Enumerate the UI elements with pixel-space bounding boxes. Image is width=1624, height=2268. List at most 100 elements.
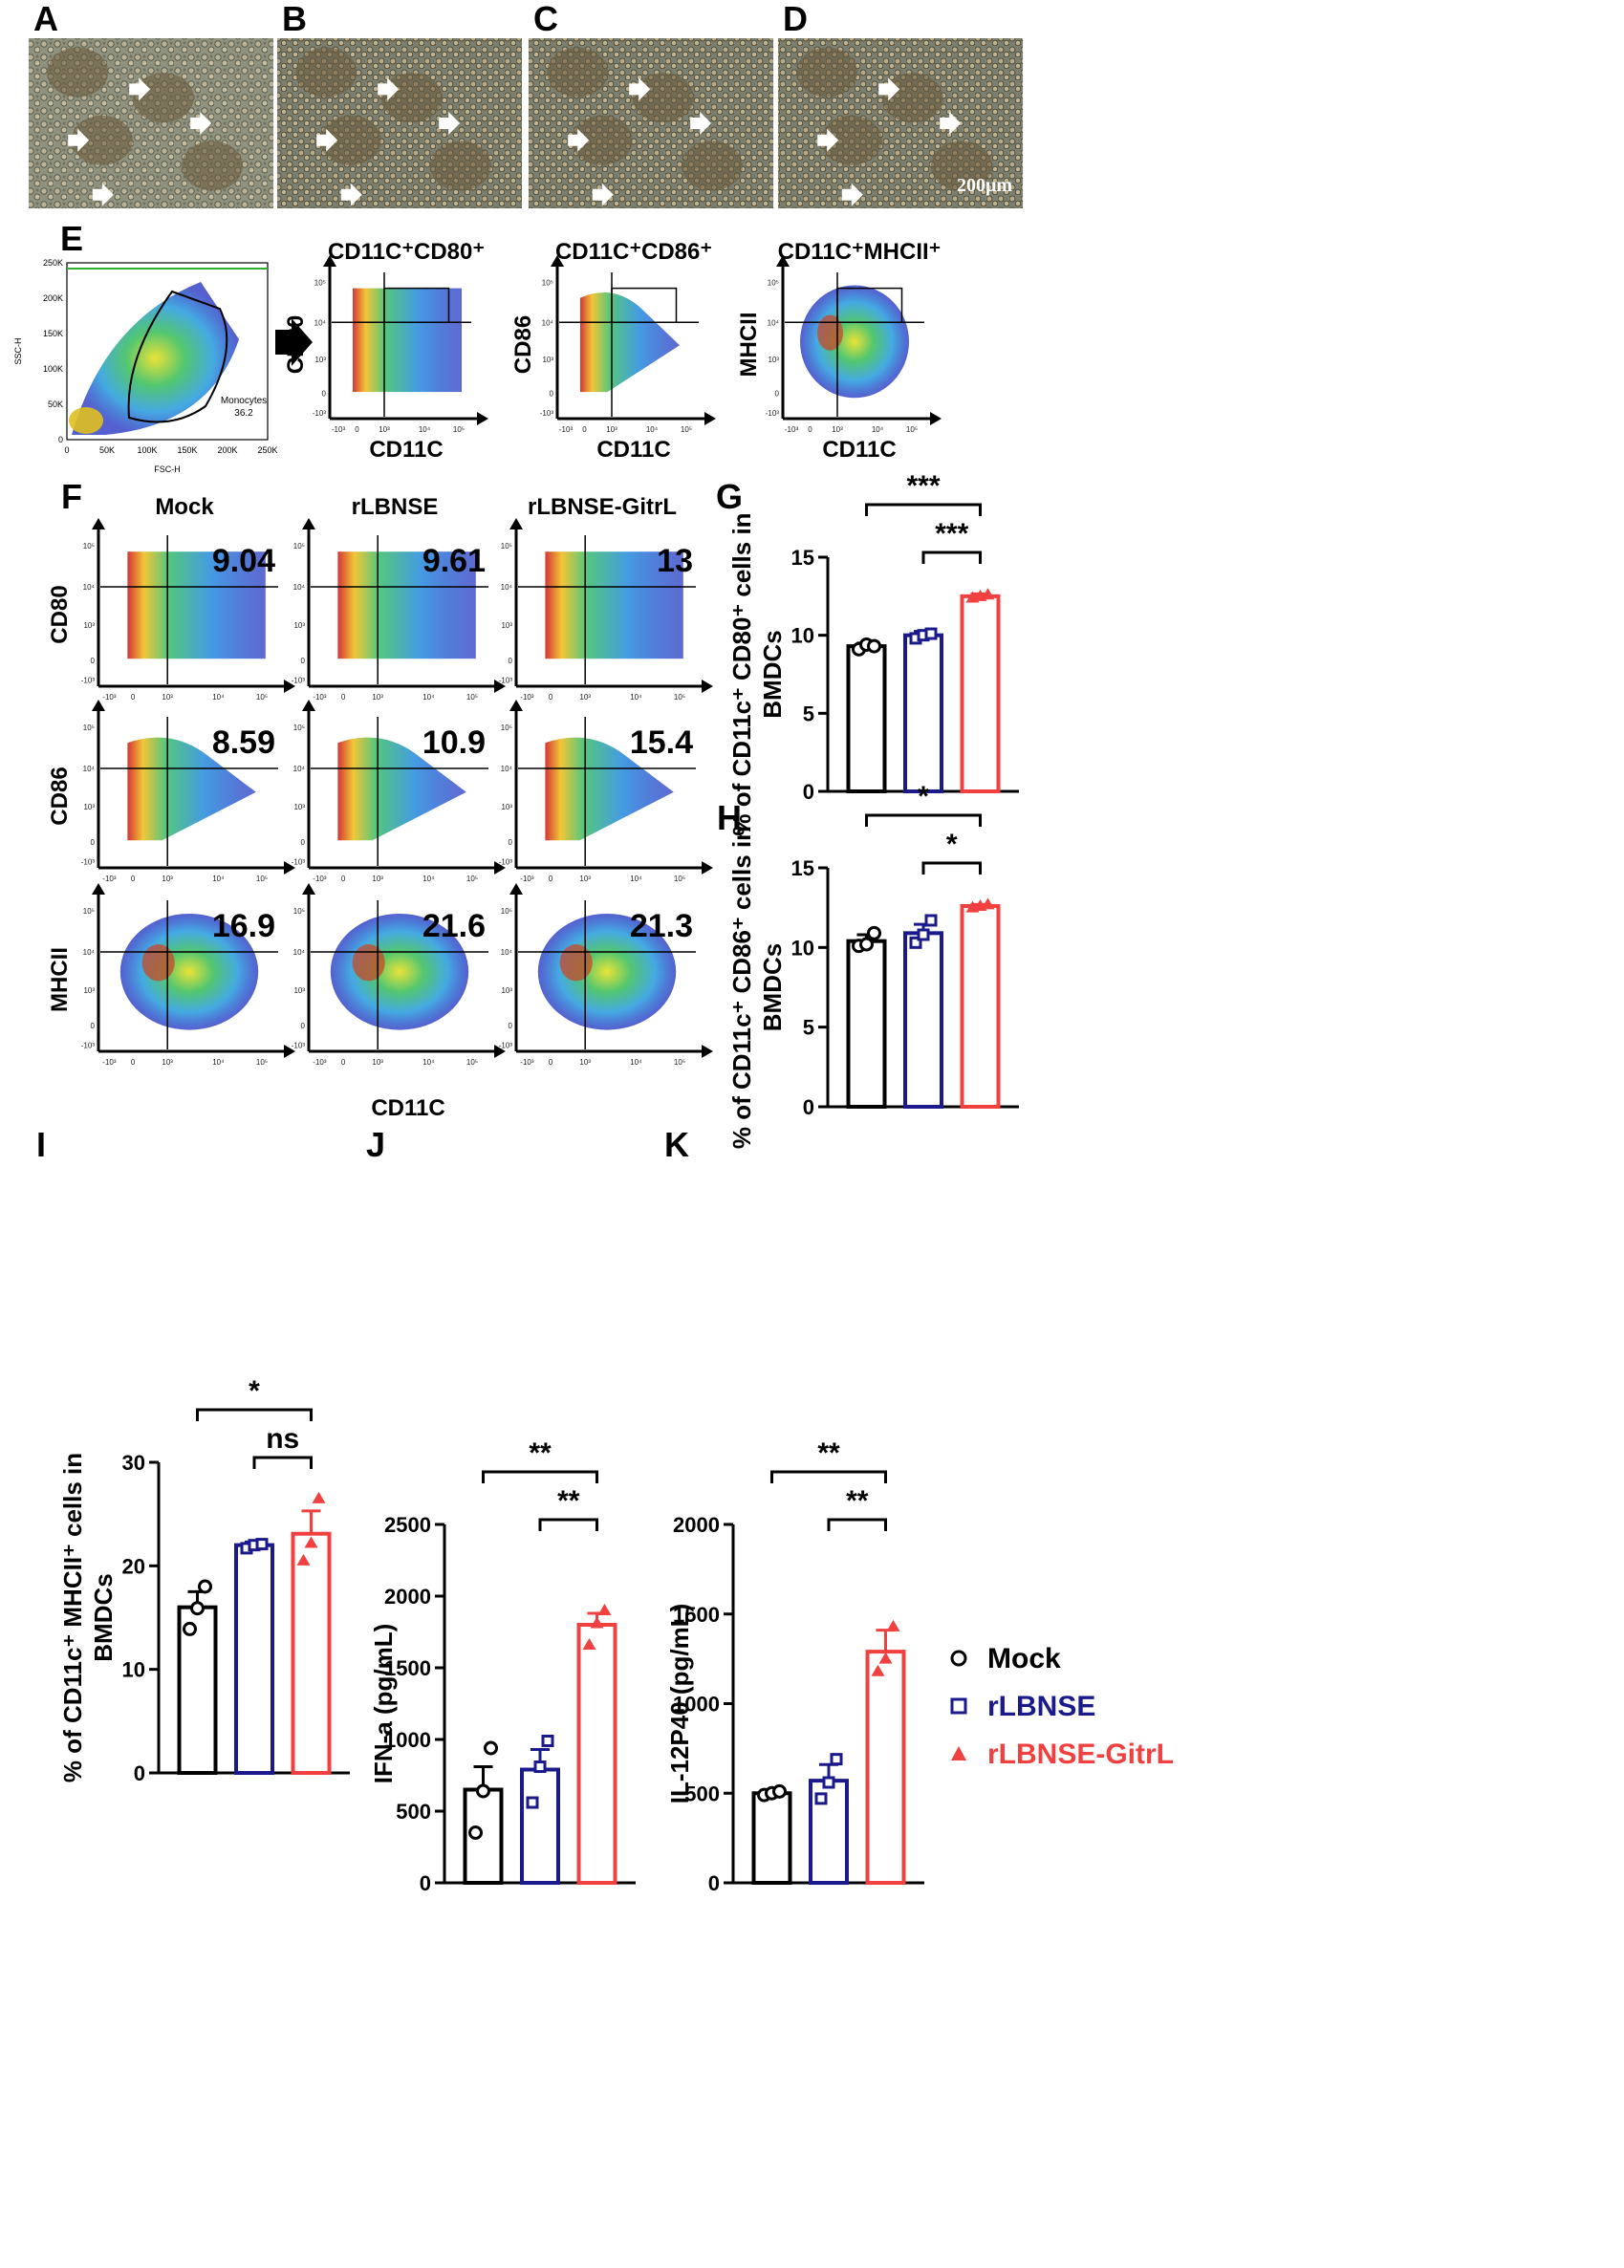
micrograph-row: A B C D 200μm <box>29 0 1023 208</box>
x-axis-arrow-icon <box>477 412 488 425</box>
y-tick-label: 15 <box>791 856 814 880</box>
x-tick-label: 10⁴ <box>630 1058 642 1067</box>
x-tick-label: 0 <box>341 1058 346 1067</box>
flow-plot: -10³ 0 10³ 10⁴ 10⁵ 10⁵ 10⁴ 10³ 0 -10³ <box>81 700 295 883</box>
y-tick-label: -10³ <box>313 409 327 418</box>
y-tick-label: 10³ <box>293 986 305 995</box>
x-tick-label: 0 <box>582 425 587 434</box>
bar-rLBNSE <box>903 633 943 794</box>
x-tick-label: 10⁴ <box>212 693 225 702</box>
x-axis-arrow-icon <box>494 680 506 693</box>
x-axis-arrow-icon <box>284 680 295 693</box>
gate-x-tick: 0 <box>64 445 69 455</box>
data-point-triangle <box>597 1604 612 1615</box>
legend: Mock rLBNSE rLBNSE-GitrL <box>950 1643 1174 1770</box>
data-point-square <box>814 1792 828 1805</box>
bar-rLBNSE-GitrL <box>865 1650 906 1885</box>
x-tick-label: 10⁴ <box>422 693 435 702</box>
significance-label: * <box>946 829 958 860</box>
flow-title: CD11C⁺CD80⁺ <box>328 239 485 265</box>
monocyte-gate <box>127 290 228 423</box>
y-tick-label: 0 <box>550 390 554 399</box>
panel-letter-D: D <box>783 0 808 38</box>
y-axis-arrow-icon <box>302 518 315 529</box>
cell-cluster <box>182 140 243 191</box>
y-axis-label: % of CD11c⁺ CD86⁺ cells inBMDCs <box>727 826 787 1149</box>
x-tick-label: 10³ <box>379 425 390 434</box>
y-axis-arrow-icon <box>776 255 790 267</box>
significance-bracket <box>770 1470 887 1483</box>
y-tick-label: 10⁵ <box>83 542 95 551</box>
x-tick-label: 10⁵ <box>906 425 918 434</box>
y-tick-label: -10³ <box>766 409 780 418</box>
gating-density <box>72 282 239 435</box>
x-tick-label: 10³ <box>579 1058 591 1067</box>
y-tick-label: 0 <box>301 838 306 847</box>
x-tick-label: 10⁵ <box>256 693 268 702</box>
x-tick-label: 10⁵ <box>674 875 685 883</box>
bar-rLBNSE <box>520 1767 560 1885</box>
data-point-circle <box>859 937 874 952</box>
y-tick-label: 15 <box>791 546 814 570</box>
cell-cluster <box>71 115 133 165</box>
data-point-circle <box>867 925 881 940</box>
data-point-circle <box>476 1783 490 1799</box>
cell-cluster <box>796 47 858 97</box>
arrow-icon <box>340 183 362 206</box>
x-tick-label: 10³ <box>372 693 383 702</box>
flow-plot: -10³ 0 10³ 10⁴ 10⁵ 10⁵ 10⁴ 10³ 0 -10³ <box>292 518 506 702</box>
data-point-triangle <box>878 1652 893 1664</box>
arrow-icon <box>439 112 461 135</box>
flow-title: CD11C⁺MHCII⁺ <box>778 239 942 265</box>
y-tick-label: 0 <box>91 838 96 847</box>
arrow-icon <box>940 112 962 135</box>
scale-bar-label: 200μm <box>957 175 1012 196</box>
y-tick-label: 10³ <box>542 356 553 364</box>
x-axis-arrow-icon <box>702 861 713 875</box>
panel-letter-E: E <box>60 219 83 258</box>
significance-label: * <box>249 1375 260 1407</box>
y-tick-label: 10⁵ <box>83 724 95 732</box>
bar-chart-J: J 0 500 1000 1500 2000 2500 IFN-a (pg/mL) **** <box>366 1125 636 1895</box>
x-tick-label: 10³ <box>372 875 383 883</box>
flow-plot: -10³ 0 10³ 10⁴ 10⁵ 10⁵ 10⁴ 10³ 0 -10³ <box>81 883 295 1067</box>
x-tick-label: 10⁵ <box>674 1058 685 1067</box>
y-tick-label: 0 <box>322 390 327 399</box>
y-tick-label: 10³ <box>314 356 326 364</box>
arrow-icon <box>378 77 400 101</box>
density-cloud <box>800 285 909 399</box>
x-tick-label: 0 <box>131 875 136 883</box>
density-cloud <box>545 737 674 841</box>
x-tick-label: -10³ <box>313 693 327 702</box>
y-tick-label: 10⁵ <box>293 542 305 551</box>
gate-x-tick: 200K <box>217 445 237 455</box>
y-tick-label: 0 <box>301 1022 306 1030</box>
data-point-square <box>541 1735 554 1747</box>
y-tick-label: 10⁵ <box>293 907 305 916</box>
y-tick-label: -10³ <box>81 858 96 867</box>
y-tick-label: 10³ <box>83 803 95 811</box>
x-axis-arrow-icon <box>494 1045 506 1058</box>
quadrant-percentage: 9.61 <box>422 543 486 579</box>
legend-label: Mock <box>987 1643 1061 1674</box>
arrow-icon <box>68 128 90 152</box>
x-tick-label: 10⁴ <box>419 425 431 434</box>
x-tick-label: 10³ <box>606 425 617 434</box>
row-marker-label: CD86 <box>47 767 73 825</box>
data-point-circle <box>198 1579 212 1594</box>
y-tick-label: 10⁴ <box>501 583 513 592</box>
cell-cluster <box>571 115 633 165</box>
x-tick-label: 10⁵ <box>466 693 478 702</box>
arrow-icon <box>817 128 839 152</box>
x-tick-label: 10⁴ <box>422 1058 435 1067</box>
bar-rLBNSE-GitrL <box>291 1531 332 1775</box>
y-tick-label: -10³ <box>499 858 513 867</box>
y-axis-arrow-icon <box>551 255 564 267</box>
x-tick-label: 10⁴ <box>630 693 642 702</box>
y-tick-label: 0 <box>301 657 306 665</box>
y-tick-label: 10⁵ <box>501 724 512 732</box>
density-cloud <box>127 737 256 841</box>
bar-Mock <box>751 1791 792 1885</box>
y-tick-label: -10³ <box>292 858 306 867</box>
